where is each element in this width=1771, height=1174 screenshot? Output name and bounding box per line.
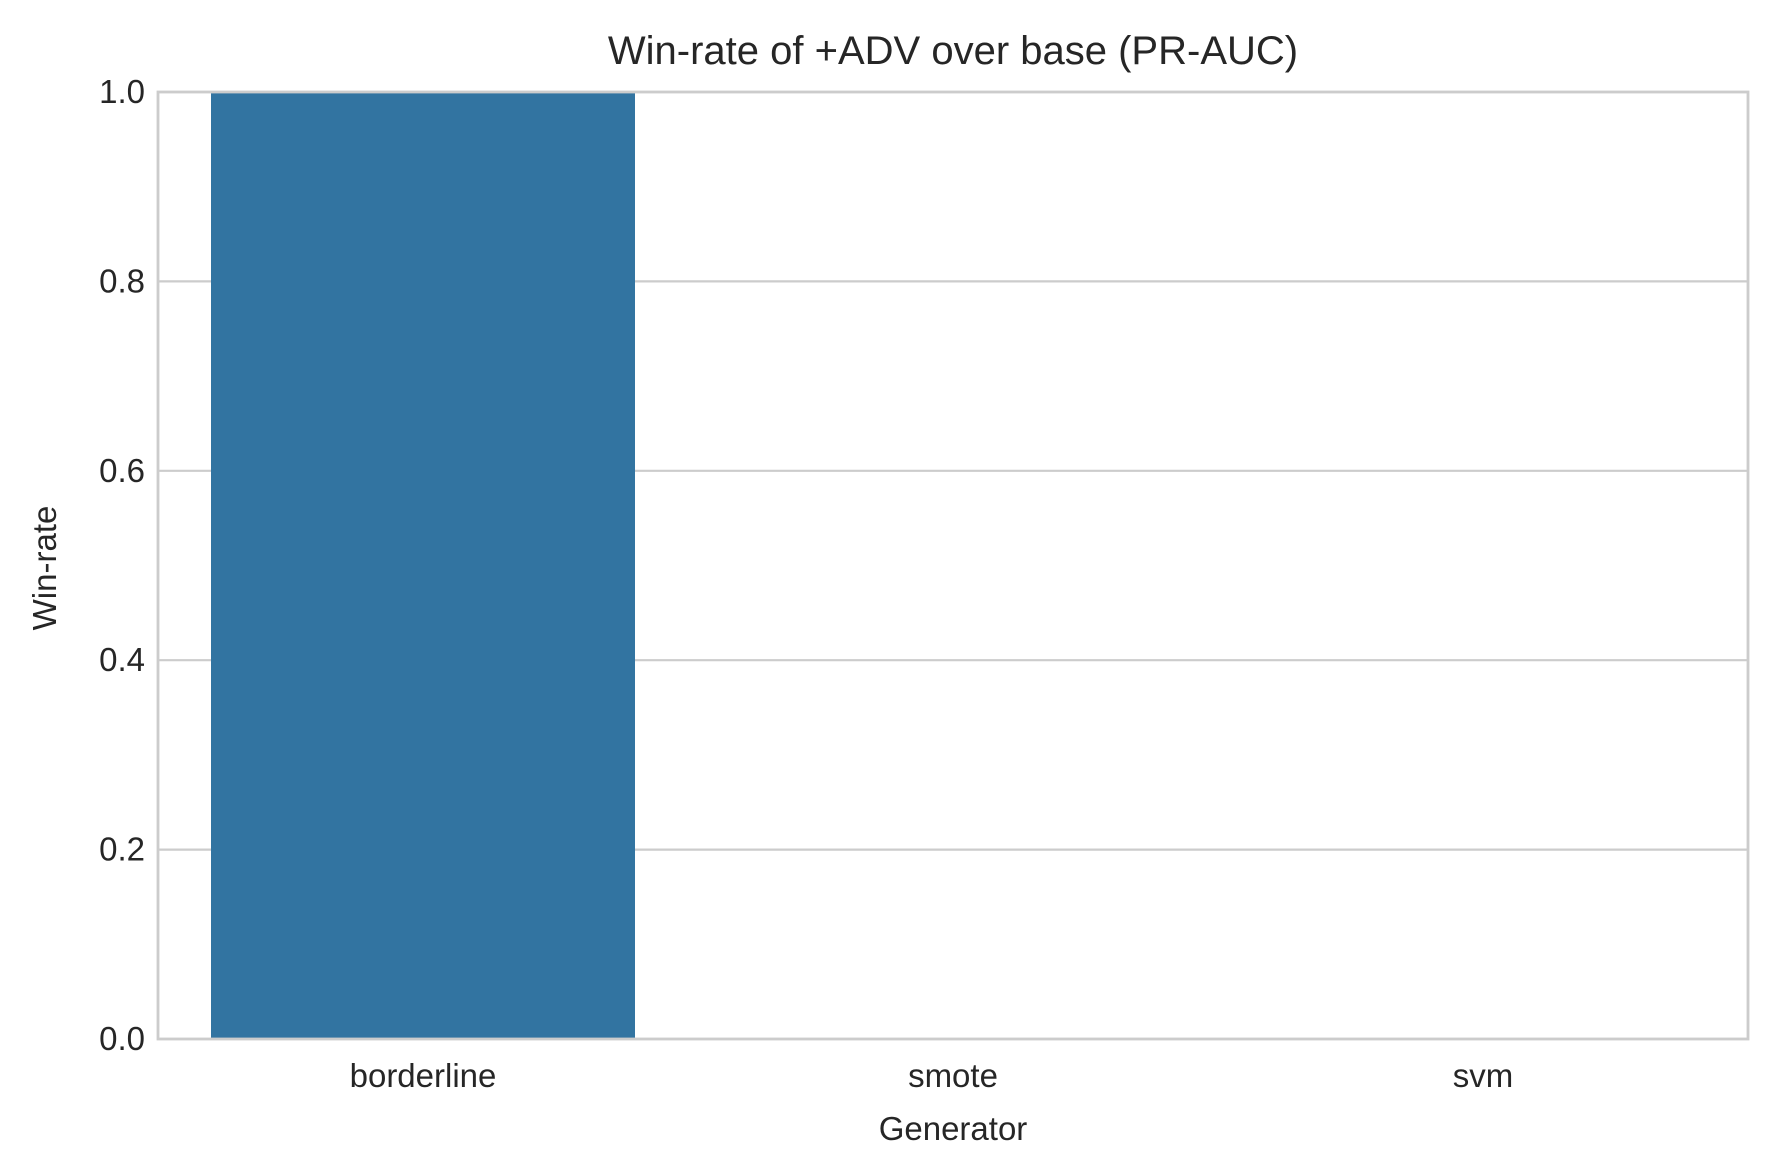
x-axis-ticks: borderline smote svm	[350, 1057, 1514, 1094]
y-axis-ticks: 0.0 0.2 0.4 0.6 0.8 1.0	[99, 73, 145, 1057]
y-tick-label: 1.0	[99, 73, 145, 110]
y-tick-label: 0.2	[99, 831, 145, 868]
y-tick-label: 0.6	[99, 452, 145, 489]
x-axis-label: Generator	[879, 1110, 1028, 1147]
chart-title: Win-rate of +ADV over base (PR-AUC)	[608, 29, 1298, 73]
plot-frame	[156, 90, 1750, 1041]
bar-borderline	[211, 92, 635, 1039]
x-tick-label: svm	[1453, 1057, 1514, 1094]
bars	[211, 92, 635, 1039]
y-tick-label: 0.4	[99, 641, 145, 678]
x-tick-label: borderline	[350, 1057, 497, 1094]
x-tick-label: smote	[908, 1057, 998, 1094]
y-axis-label: Win-rate	[26, 506, 63, 631]
y-tick-label: 0.0	[99, 1020, 145, 1057]
y-tick-label: 0.8	[99, 262, 145, 299]
